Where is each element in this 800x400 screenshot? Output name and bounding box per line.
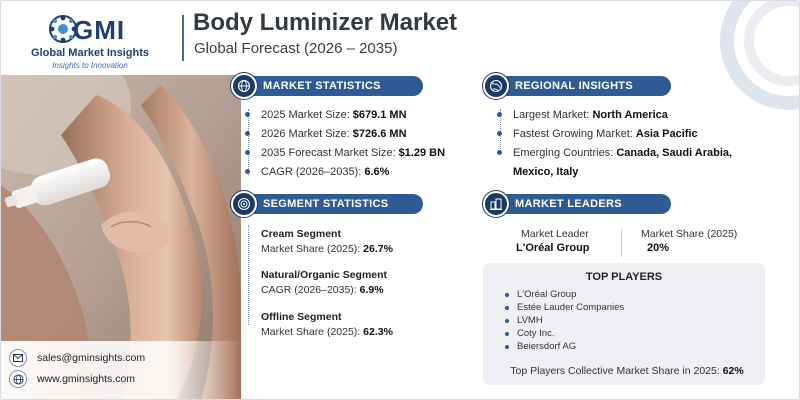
logo-tagline: Insights to Innovation <box>52 61 128 70</box>
building-icon <box>483 191 509 217</box>
logo-company-name: Global Market Insights <box>31 47 149 59</box>
bullet <box>505 293 509 297</box>
stat-row: CAGR (2026–2035): 6.6% <box>245 162 445 181</box>
stat-row-continued: Mexico, Italy <box>497 162 732 181</box>
header-divider <box>182 15 184 61</box>
target-icon <box>231 191 257 217</box>
regional-insights-heading: REGIONAL INSIGHTS <box>497 76 671 96</box>
regional-insights-header: REGIONAL INSIGHTS <box>483 73 671 99</box>
stat-label: 2035 Forecast Market Size: <box>261 146 399 159</box>
bullet <box>505 332 509 336</box>
top-players-footer: Top Players Collective Market Share in 2… <box>497 365 757 377</box>
market-share-label: Market Share (2025) <box>641 228 738 240</box>
stat-value: $1.29 BN <box>398 146 446 159</box>
market-leaders-header: MARKET LEADERS <box>483 191 671 217</box>
segment-label: Market Share (2025): <box>261 326 364 338</box>
segment-name: Natural/Organic Segment <box>261 269 388 281</box>
bullet <box>505 306 509 310</box>
page-subtitle: Global Forecast (2026 – 2035) <box>194 40 398 57</box>
segment-name: Offline Segment <box>261 311 342 323</box>
stat-label: Largest Market: <box>513 108 593 121</box>
market-statistics-heading: MARKET STATISTICS <box>245 76 423 96</box>
stat-value: North America <box>592 108 668 121</box>
decorative-circles <box>720 1 799 110</box>
segment-statistics-connector <box>248 225 249 325</box>
top-player-name: L'Oréal Group <box>517 289 577 300</box>
bullet <box>245 131 250 136</box>
market-share-value: 20% <box>647 242 670 254</box>
top-player-name: Coty Inc. <box>517 328 555 339</box>
stat-row: 2035 Forecast Market Size: $1.29 BN <box>245 143 445 162</box>
website-text: www.gminsights.com <box>37 373 136 385</box>
bullet <box>505 319 509 323</box>
stat-row: 2025 Market Size: $679.1 MN <box>245 105 445 124</box>
top-player-name: Beiersdorf AG <box>517 341 577 352</box>
logo: GMI Global Market Insights Insights to I… <box>15 13 165 73</box>
logo-text: GMI <box>73 15 126 45</box>
regional-insights-list: Largest Market: North America Fastest Gr… <box>497 105 732 181</box>
stat-row: Fastest Growing Market: Asia Pacific <box>497 124 732 143</box>
market-leaders-divider <box>621 229 622 257</box>
segment-label: CAGR (2026–2035): <box>261 284 360 296</box>
segment-value: 62.3% <box>363 326 393 338</box>
top-players-footer-label: Top Players Collective Market Share in 2… <box>510 365 723 377</box>
bullet <box>497 131 502 136</box>
bullet <box>245 169 250 174</box>
contact-band <box>1 341 241 399</box>
stat-label: 2026 Market Size: <box>261 127 353 140</box>
envelope-icon <box>9 349 27 367</box>
stat-label: Emerging Countries: <box>513 146 617 159</box>
top-players-panel: TOP PLAYERS L'Oréal Group Estée Lauder C… <box>483 263 765 385</box>
top-players-heading: TOP PLAYERS <box>585 271 663 283</box>
bullet <box>497 112 502 117</box>
stat-value: Asia Pacific <box>635 127 698 140</box>
logo-symbol-icon <box>49 15 77 43</box>
market-statistics-connector <box>248 109 249 175</box>
stat-row: Emerging Countries: Canada, Saudi Arabia… <box>497 143 732 162</box>
market-leaders-heading: MARKET LEADERS <box>497 194 671 214</box>
globe-icon <box>9 370 27 388</box>
email-text: sales@gminsights.com <box>37 352 146 364</box>
segment-statistics-header: SEGMENT STATISTICS <box>231 191 423 217</box>
segment-statistics-heading: SEGMENT STATISTICS <box>245 194 423 214</box>
contact-email[interactable]: sales@gminsights.com <box>9 349 145 367</box>
globe-chart-icon <box>231 73 257 99</box>
page-title: Body Luminizer Market <box>193 9 458 36</box>
stat-value: Canada, Saudi Arabia, <box>616 146 733 159</box>
segment-label: Market Share (2025): <box>261 243 364 255</box>
bullet <box>497 150 502 155</box>
market-leader-value: L'Oréal Group <box>516 242 590 254</box>
stat-label: CAGR (2026–2035): <box>261 165 365 178</box>
stat-value: 6.6% <box>364 165 390 178</box>
market-leader-label: Market Leader <box>521 228 589 240</box>
segment-name: Cream Segment <box>261 228 341 240</box>
top-players-footer-value: 62% <box>722 365 744 377</box>
segment-item: Natural/Organic Segment CAGR (2026–2035)… <box>261 269 387 296</box>
bullet <box>245 150 250 155</box>
bullet <box>505 345 509 349</box>
market-statistics-list: 2025 Market Size: $679.1 MN 2026 Market … <box>245 105 445 181</box>
stat-value: Mexico, Italy <box>513 165 579 178</box>
top-player-name: LVMH <box>517 315 543 326</box>
segment-item: Cream Segment Market Share (2025): 26.7% <box>261 228 393 255</box>
market-statistics-header: MARKET STATISTICS <box>231 73 423 99</box>
stat-label: 2025 Market Size: <box>261 108 353 121</box>
globe-icon <box>483 73 509 99</box>
segment-item: Offline Segment Market Share (2025): 62.… <box>261 311 393 338</box>
segment-value: 26.7% <box>363 243 393 255</box>
contact-website[interactable]: www.gminsights.com <box>9 370 135 388</box>
stat-row: Largest Market: North America <box>497 105 732 124</box>
stat-value: $726.6 MN <box>352 127 407 140</box>
bullet <box>245 112 250 117</box>
stat-label: Fastest Growing Market: <box>513 127 636 140</box>
segment-value: 6.9% <box>359 284 384 296</box>
top-player-name: Estée Lauder Companies <box>517 302 625 313</box>
stat-value: $679.1 MN <box>352 108 407 121</box>
stat-row: 2026 Market Size: $726.6 MN <box>245 124 445 143</box>
